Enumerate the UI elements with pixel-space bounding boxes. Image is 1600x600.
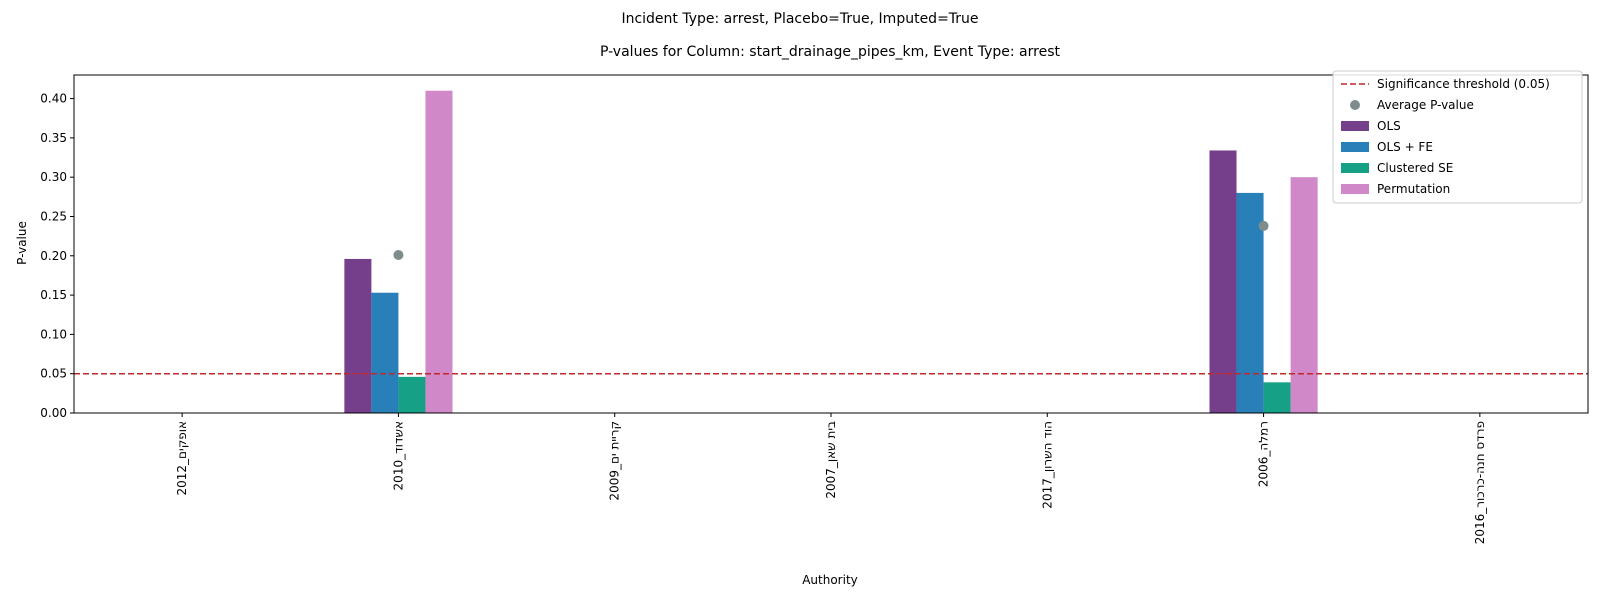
legend-label-threshold: Significance threshold (0.05) [1377, 77, 1550, 91]
legend-label-ols-fe: OLS + FE [1377, 140, 1433, 154]
legend-handle-ols-fe [1341, 142, 1369, 152]
legend-handle-ols [1341, 121, 1369, 131]
y-tick-label-1: 0.05 [40, 367, 67, 381]
average-marker-5 [1258, 220, 1269, 231]
legend: Significance threshold (0.05) Average P-v… [1332, 70, 1583, 204]
legend-label-clustered-se: Clustered SE [1377, 161, 1453, 175]
average-marker-1 [393, 250, 404, 261]
y-tick-label-7: 0.35 [40, 131, 67, 145]
x-tick-label-5: רמלה_2006 [1257, 421, 1271, 487]
chart-title: P-values for Column: start_drainage_pipe… [600, 44, 1060, 60]
y-axis-title: P-value [15, 221, 29, 265]
y-tick-label-5: 0.25 [40, 209, 67, 223]
x-tick-label-4: הוד השרון_2017 [1040, 421, 1054, 509]
bar-ols-5 [1209, 150, 1237, 414]
bar-clustered-se-5 [1263, 382, 1291, 413]
x-tick-label-2: קריית ים_2009 [608, 421, 622, 501]
legend-handle-average [1350, 100, 1360, 110]
bar-ols-1 [344, 258, 372, 413]
x-tick-label-3: בית שאן_2007 [824, 421, 838, 499]
legend-frame [1332, 70, 1583, 204]
legend-label-average: Average P-value [1377, 98, 1474, 112]
legend-handle-permutation [1341, 184, 1369, 194]
bar-permutation-1 [425, 90, 453, 413]
y-tick-label-6: 0.30 [40, 170, 67, 184]
bar-clustered-se-1 [398, 376, 426, 413]
x-tick-label-6: פרדס חנה-כרכור_2016 [1473, 421, 1487, 544]
legend-label-ols: OLS [1377, 119, 1401, 133]
x-tick-label-0: אופקים_2012 [175, 421, 189, 496]
x-tick-label-1: אשדוד_2010 [391, 421, 405, 490]
y-tick-label-2: 0.10 [40, 327, 67, 341]
plot-area: 0.00 0.05 0.10 0.15 0.20 0.25 0.30 0.35 0.40 אופק… [40, 74, 1589, 544]
legend-handle-clustered-se [1341, 163, 1369, 173]
bar-permutation-5 [1290, 177, 1318, 413]
chart-suptitle: Incident Type: arrest, Placebo=True, Imp… [621, 11, 978, 27]
y-tick-label-3: 0.15 [40, 288, 67, 302]
x-axis-title: Authority [802, 573, 858, 587]
y-tick-label-0: 0.00 [40, 406, 67, 420]
legend-label-permutation: Permutation [1377, 182, 1450, 196]
y-tick-label-8: 0.40 [40, 92, 67, 106]
bar-ols-fe-1 [371, 292, 399, 413]
y-tick-label-4: 0.20 [40, 249, 67, 263]
bar-ols-fe-5 [1236, 192, 1264, 413]
